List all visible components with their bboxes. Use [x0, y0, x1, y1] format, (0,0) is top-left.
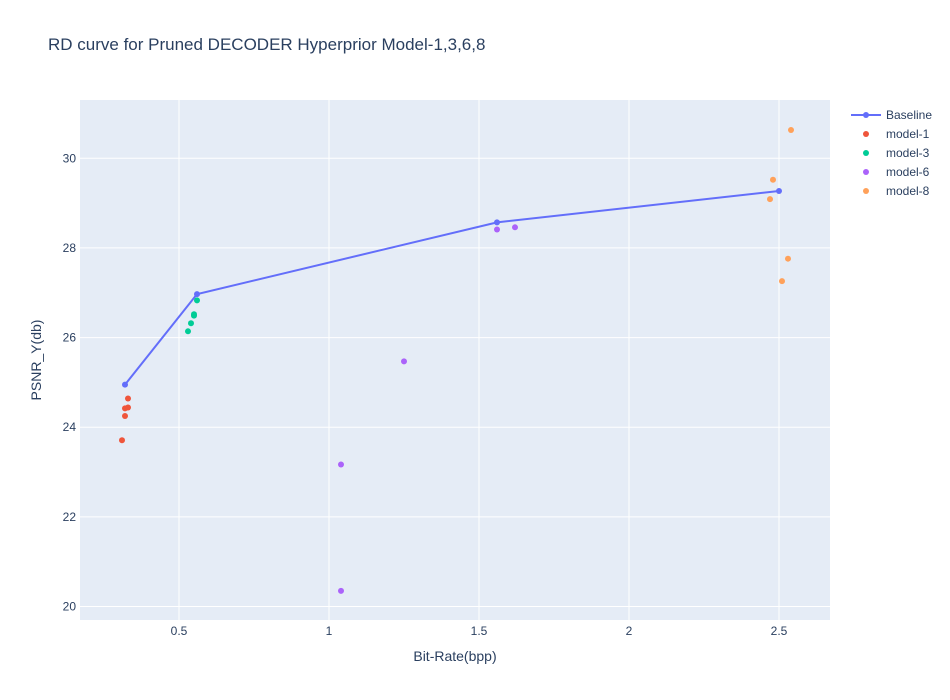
data-point — [119, 437, 125, 444]
x-tick-label: 2.5 — [771, 624, 788, 638]
data-point — [494, 219, 500, 226]
grid-lines — [80, 100, 830, 620]
y-axis-ticks: 20 22 24 26 28 30 — [63, 151, 77, 613]
series-model-1 — [119, 395, 131, 444]
y-tick-label: 26 — [63, 331, 77, 345]
data-point — [770, 176, 776, 183]
data-point — [767, 196, 773, 203]
legend-marker-swatch — [863, 131, 869, 137]
legend-item[interactable]: model-8 — [863, 184, 930, 198]
x-tick-label: 1.5 — [471, 624, 488, 638]
legend-item[interactable]: model-3 — [863, 146, 930, 160]
series-layer — [119, 127, 794, 594]
series-model-6 — [338, 224, 518, 594]
data-point — [788, 127, 794, 134]
data-point — [185, 328, 191, 335]
legend: Baseline model-1 model-3 model-6 model-8 — [851, 108, 932, 198]
legend-marker-swatch — [863, 150, 869, 156]
legend-marker-swatch — [863, 112, 869, 118]
data-point — [338, 587, 344, 594]
data-point — [494, 226, 500, 233]
x-axis-ticks: 0.5 1 1.5 2 2.5 — [171, 624, 788, 638]
y-tick-label: 24 — [63, 420, 77, 434]
data-point — [191, 311, 197, 318]
legend-label: model-8 — [886, 184, 930, 198]
chart-title: RD curve for Pruned DECODER Hyperprior M… — [48, 35, 485, 54]
data-point — [122, 413, 128, 420]
legend-label: model-1 — [886, 127, 930, 141]
legend-label: model-3 — [886, 146, 930, 160]
legend-item[interactable]: model-1 — [863, 127, 930, 141]
series-baseline — [122, 188, 782, 388]
data-point — [338, 461, 344, 468]
data-point — [785, 255, 791, 262]
data-point — [194, 291, 200, 298]
data-point — [194, 297, 200, 304]
plot-area — [80, 100, 830, 620]
series-model-3 — [185, 297, 200, 335]
legend-marker-swatch — [863, 169, 869, 175]
data-point — [125, 404, 131, 411]
y-tick-label: 28 — [63, 241, 77, 255]
x-tick-label: 2 — [626, 624, 633, 638]
data-point — [776, 188, 782, 194]
y-tick-label: 30 — [63, 151, 77, 165]
y-axis-title: PSNR_Y(db) — [28, 320, 44, 401]
data-point — [512, 224, 518, 231]
series-model-8 — [767, 127, 794, 285]
data-point — [125, 395, 131, 402]
x-axis-title: Bit-Rate(bpp) — [413, 648, 496, 664]
legend-item[interactable]: Baseline — [851, 108, 932, 122]
data-point — [188, 320, 194, 327]
data-point — [401, 358, 407, 365]
y-tick-label: 22 — [63, 510, 77, 524]
data-point — [122, 381, 128, 388]
x-tick-label: 0.5 — [171, 624, 188, 638]
legend-label: model-6 — [886, 165, 930, 179]
legend-marker-swatch — [863, 188, 869, 194]
x-tick-label: 1 — [326, 624, 333, 638]
legend-item[interactable]: model-6 — [863, 165, 930, 179]
legend-label: Baseline — [886, 108, 932, 122]
series-line — [124, 190, 780, 386]
y-tick-label: 20 — [63, 600, 77, 614]
data-point — [779, 278, 785, 285]
